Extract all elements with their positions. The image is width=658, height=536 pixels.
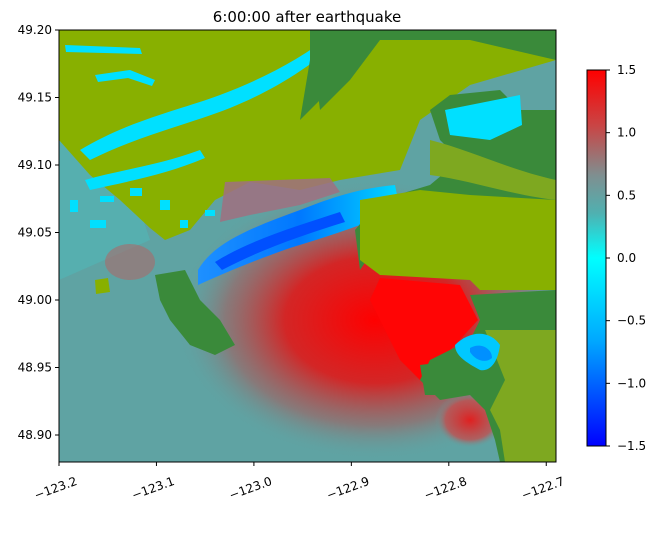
y-tick-label: 49.10 <box>18 158 52 172</box>
chart-title: 6:00:00 after earthquake <box>213 8 401 26</box>
y-tick-label: 48.95 <box>18 361 52 375</box>
y-tick-label: 49.00 <box>18 293 52 307</box>
land-lowland-east <box>360 190 556 290</box>
positive-anomaly-core <box>370 278 478 380</box>
river-arm-south <box>85 150 205 190</box>
colorbar-tick-label: 1.0 <box>617 126 636 140</box>
x-tick-label: −122.8 <box>422 474 469 502</box>
land-point <box>95 278 110 294</box>
land-lowland-north <box>59 30 556 240</box>
negative-anomaly-southeast-core <box>470 345 492 361</box>
inundated-strip <box>220 178 340 222</box>
y-tick-label: 48.90 <box>18 428 52 442</box>
negative-anomaly-core <box>215 212 345 270</box>
x-tick-label: −122.9 <box>325 474 372 502</box>
upland-valley <box>430 140 556 200</box>
river-arm-north <box>65 45 142 54</box>
y-axis: 48.90 48.95 49.00 49.05 49.10 49.15 49.20 <box>18 23 59 442</box>
plot-frame <box>58 29 557 463</box>
y-tick-label: 49.15 <box>18 91 52 105</box>
river-branch <box>95 70 155 86</box>
y-tick-label: 49.05 <box>18 226 52 240</box>
colorbar-gradient <box>586 69 607 447</box>
fraser-river <box>80 32 345 160</box>
land-lowland-southeast <box>485 330 556 462</box>
colorbar-ticks: −1.5 −1.0 −0.5 0.0 0.5 1.0 1.5 <box>606 63 646 453</box>
x-tick-label: −123.1 <box>130 474 177 502</box>
colorbar-tick-label: 0.0 <box>617 251 636 265</box>
colorbar-tick-label: 1.5 <box>617 63 636 77</box>
colorbar-tick-label: 0.5 <box>617 188 636 202</box>
land-south-hill <box>420 360 470 395</box>
colorbar-tick-label: −1.5 <box>617 439 646 453</box>
colorbar: −1.5 −1.0 −0.5 0.0 0.5 1.0 1.5 <box>586 63 646 453</box>
map-plot-area <box>59 30 556 462</box>
y-tick-label: 49.20 <box>18 23 52 37</box>
positive-anomaly-west <box>105 244 155 280</box>
land-peninsula <box>155 270 235 355</box>
x-tick-label: −123.0 <box>227 474 274 502</box>
x-axis: −123.2 −123.1 −123.0 −122.9 −122.8 −122.7 <box>32 462 566 502</box>
upland-lake <box>445 95 522 140</box>
x-tick-label: −123.2 <box>32 474 79 502</box>
colorbar-tick-label: −0.5 <box>617 314 646 328</box>
land-upland-northwest <box>300 30 330 120</box>
x-tick-label: −122.7 <box>520 474 567 502</box>
colorbar-tick-label: −1.0 <box>617 376 646 390</box>
